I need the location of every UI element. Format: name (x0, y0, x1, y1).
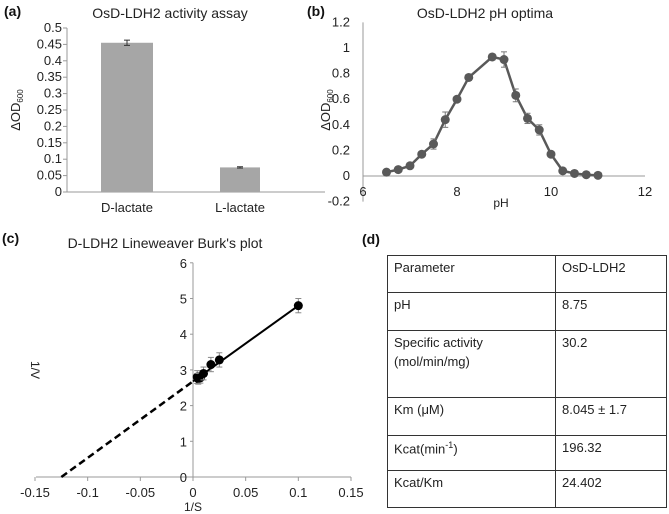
data-point (546, 149, 556, 159)
x-tick-label: 0.1 (289, 485, 307, 500)
x-tick-label: -0.15 (20, 485, 50, 500)
table-cell: 30.2 (555, 330, 667, 398)
table-cell: Specific activity (mol/min/mg) (387, 330, 556, 398)
data-point (206, 360, 216, 370)
y-tick-label: 1 (180, 434, 187, 449)
data-point (382, 167, 391, 177)
data-point (429, 139, 438, 149)
data-point (199, 368, 209, 378)
table-cell: pH (387, 292, 556, 331)
table-cell: 8.045 ± 1.7 (555, 397, 667, 436)
bar-L-lactate (220, 167, 260, 192)
y-tick-label: 0.8 (332, 66, 350, 81)
table-cell: Kcat/Km (387, 470, 556, 508)
table-cell: Kcat(min-1) (387, 435, 556, 471)
data-point (570, 168, 579, 178)
panel-label-b: (b) (307, 3, 325, 19)
cell-line: Specific activity (394, 335, 483, 350)
x-tick-label: L-lactate (215, 200, 265, 215)
y-tick-label: 0.15 (37, 135, 62, 150)
y-tick-label: 0.4 (332, 117, 350, 132)
cell-sup: -1 (445, 440, 454, 450)
y-tick-label: 0 (343, 168, 350, 183)
y-tick-label: -0.2 (328, 194, 350, 209)
y-tick-label: 3 (180, 363, 187, 378)
y-tick-label: 5 (180, 292, 187, 307)
kinetics-table: Parameter OsD-LDH2 pH 8.75 Specific activi… (387, 255, 667, 508)
panel-label-c: (c) (2, 230, 20, 246)
y-tick-label: 0.2 (332, 142, 350, 157)
y-tick-label: 0 (180, 470, 187, 485)
data-point (511, 90, 521, 100)
table-cell: Km (μM) (387, 397, 556, 436)
y-axis-label: ΔOD600 (8, 89, 25, 131)
table-header: OsD-LDH2 (555, 255, 667, 293)
data-point (523, 113, 532, 123)
data-point (558, 166, 568, 176)
cell-line: (mol/min/mg) (394, 354, 470, 369)
data-point (593, 170, 603, 180)
chart-title: D-LDH2 Lineweaver Burk's plot (68, 235, 263, 251)
y-tick-label: 2 (180, 399, 187, 414)
panel-label-a: (a) (4, 3, 22, 19)
table-header: Parameter (387, 255, 556, 293)
x-tick-label: -0.05 (126, 485, 156, 500)
table-cell: 196.32 (555, 435, 667, 471)
y-tick-label: 0.35 (37, 69, 62, 84)
data-point (499, 55, 509, 65)
fit-line (192, 304, 299, 383)
y-tick-label: 0.5 (44, 20, 62, 35)
extrapolation-line (60, 380, 194, 479)
x-tick-label: 0.05 (233, 485, 258, 500)
x-tick-label: 6 (359, 184, 366, 199)
y-tick-label: 1.2 (332, 14, 350, 29)
x-tick-label: -0.1 (76, 485, 98, 500)
bar-D-lactate (101, 42, 153, 193)
y-tick-label: 0.1 (44, 151, 62, 166)
y-tick-label: 0.6 (332, 91, 350, 106)
series-line (386, 55, 599, 177)
data-point (405, 161, 415, 171)
y-tick-label: 4 (180, 327, 187, 342)
y-tick-label: 1 (343, 40, 350, 55)
data-point (581, 170, 591, 180)
y-tick-label: 0.25 (37, 102, 62, 117)
chart-title: OsD-LDH2 activity assay (92, 5, 248, 21)
y-axis-label: ΔOD600 (318, 89, 335, 131)
x-tick-label: D-lactate (101, 200, 153, 215)
data-point (293, 301, 303, 311)
x-tick-label: 0 (189, 485, 196, 500)
data-point (464, 72, 474, 82)
table-cell: 8.75 (555, 292, 667, 331)
y-tick-label: 0.2 (44, 118, 62, 133)
y-tick-label: 0.05 (37, 168, 62, 183)
x-tick-label: 8 (453, 184, 460, 199)
x-tick-label: 12 (638, 184, 652, 199)
y-tick-label: 0.4 (44, 53, 62, 68)
x-tick-label: 0.15 (338, 485, 363, 500)
y-tick-label: 0 (55, 184, 62, 199)
data-point (452, 94, 462, 104)
x-tick-label: 10 (544, 184, 558, 199)
panel-label-d: (d) (362, 231, 380, 247)
x-axis-label: 1/S (184, 500, 202, 514)
cell-text: Kcat(min (394, 441, 446, 457)
table-cell: 24.402 (555, 470, 667, 508)
y-tick-label: 0.3 (44, 86, 62, 101)
data-point (214, 355, 224, 365)
data-point (393, 165, 403, 175)
data-point (487, 52, 497, 62)
chart-title: OsD-LDH2 pH optima (417, 5, 553, 21)
y-tick-label: 6 (180, 256, 187, 271)
y-axis-label: 1/V (28, 361, 42, 379)
x-axis-label: pH (493, 196, 508, 210)
data-point (534, 125, 544, 135)
data-point (440, 115, 450, 125)
cell-text: ) (453, 441, 458, 457)
y-tick-label: 0.45 (37, 36, 62, 51)
data-point (417, 149, 427, 159)
